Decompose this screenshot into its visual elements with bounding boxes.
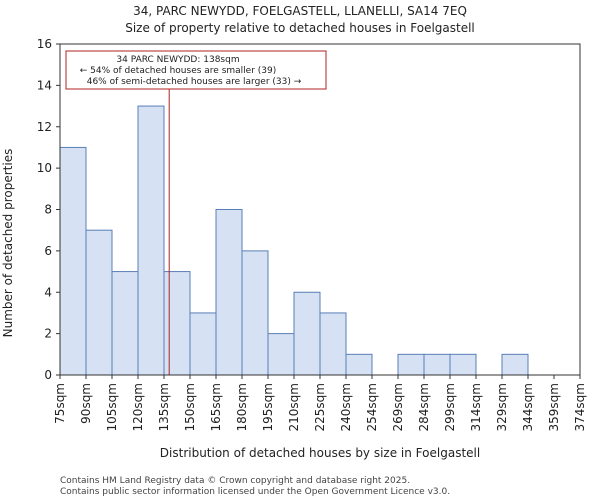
bar-269sqm	[397, 353, 425, 376]
x-tick-label: 254sqm	[365, 383, 379, 431]
y-tick-label: 12	[37, 120, 52, 134]
x-ticks: 75sqm 90sqm 105sqm 120sqm 135sqm 150sqm 165sqm…	[53, 375, 587, 431]
x-tick-label: 359sqm	[547, 383, 561, 431]
bar-120sqm	[137, 105, 165, 376]
chart-subtitle: Size of property relative to detached ho…	[125, 21, 475, 35]
x-tick-label: 105sqm	[105, 383, 119, 431]
bar-225sqm	[319, 312, 347, 376]
y-tick-label: 16	[37, 37, 52, 51]
footer-line-1: Contains HM Land Registry data © Crown c…	[60, 476, 410, 486]
y-tick-label: 0	[44, 368, 52, 382]
bar-180sqm	[241, 250, 269, 376]
y-tick-label: 10	[37, 161, 52, 175]
bar-284sqm	[423, 353, 451, 376]
bar-195sqm	[267, 333, 295, 376]
x-tick-label: 284sqm	[417, 383, 431, 431]
footer-line-2: Contains public sector information licen…	[60, 487, 450, 497]
x-tick-label: 120sqm	[131, 383, 145, 431]
x-tick-label: 135sqm	[157, 383, 171, 431]
x-axis-label: Distribution of detached houses by size …	[160, 446, 480, 460]
x-tick-label: 314sqm	[469, 383, 483, 431]
y-tick-label: 14	[37, 78, 52, 92]
x-tick-label: 329sqm	[495, 383, 509, 431]
bar-135sqm	[163, 271, 191, 376]
x-tick-label: 240sqm	[339, 383, 353, 431]
bar-165sqm	[215, 209, 243, 376]
x-tick-label: 180sqm	[235, 383, 249, 431]
bar-210sqm	[293, 291, 321, 376]
y-tick-label: 6	[44, 244, 52, 258]
y-axis-label: Number of detached properties	[1, 149, 15, 338]
x-tick-label: 374sqm	[573, 383, 587, 431]
y-tick-label: 2	[44, 327, 52, 341]
y-tick-label: 4	[44, 285, 52, 299]
bar-329sqm	[501, 353, 529, 376]
bar-150sqm	[189, 312, 217, 376]
x-tick-label: 195sqm	[261, 383, 275, 431]
bar-240sqm	[345, 353, 373, 376]
bars-layer	[59, 105, 529, 376]
x-tick-label: 269sqm	[391, 383, 405, 431]
x-tick-label: 150sqm	[183, 383, 197, 431]
x-tick-label: 299sqm	[443, 383, 457, 431]
annotation-frame	[65, 50, 327, 90]
x-tick-label: 210sqm	[287, 383, 301, 431]
x-tick-label: 165sqm	[209, 383, 223, 431]
x-tick-label: 225sqm	[313, 383, 327, 431]
y-tick-label: 8	[44, 203, 52, 217]
bar-90sqm	[85, 229, 113, 376]
annotation-box: 34 PARC NEWYDD: 138sqm ← 54% of detached…	[65, 50, 327, 90]
annotation-line-1: 34 PARC NEWYDD: 138sqm	[116, 55, 239, 65]
x-tick-label: 344sqm	[521, 383, 535, 431]
bar-105sqm	[111, 271, 139, 376]
x-tick-label: 75sqm	[53, 383, 67, 424]
annotation-line-3: 46% of semi-detached houses are larger (…	[87, 77, 302, 87]
x-tick-label: 90sqm	[79, 383, 93, 424]
annotation-line-2: ← 54% of detached houses are smaller (39…	[80, 66, 277, 76]
y-ticks: 0 2 4 6 8 10 12 14 16	[37, 37, 60, 382]
bar-299sqm	[449, 353, 477, 376]
chart-title: 34, PARC NEWYDD, FOELGASTELL, LLANELLI, …	[133, 4, 467, 18]
bar-75sqm	[59, 146, 87, 376]
